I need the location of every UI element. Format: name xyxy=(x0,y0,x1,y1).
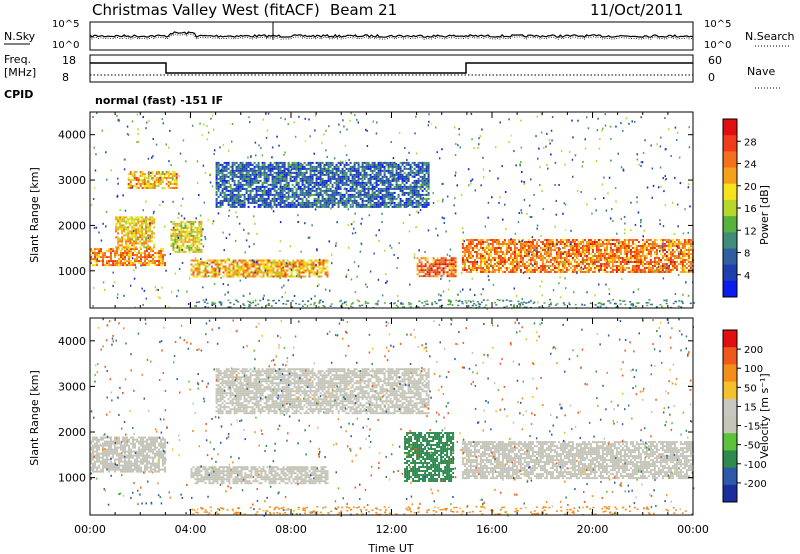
colorbar-swatch xyxy=(723,119,737,136)
ytick-label: 4000 xyxy=(58,129,86,142)
xtick-label: 00:00 xyxy=(677,523,709,536)
noise-search-label: N.Search xyxy=(745,30,795,43)
colorbar-tick-label: 16 xyxy=(744,204,757,215)
colorbar-tick-label: 15 xyxy=(744,402,757,413)
colorbar-swatch xyxy=(723,280,737,298)
colorbar-tick-label: 20 xyxy=(744,182,757,193)
velocity-data-layer xyxy=(90,318,695,517)
colorbar-swatch xyxy=(723,199,737,217)
frequency-panel: Freq. [MHz] 18 8 60 0 Nave CPID normal (… xyxy=(4,53,780,107)
xtick-label: 00:00 xyxy=(74,523,106,536)
power-feature-1 xyxy=(115,216,156,249)
colorbar-tick-label: 8 xyxy=(744,249,750,260)
colorbar-swatch xyxy=(723,416,737,434)
xtick-label: 16:00 xyxy=(476,523,508,536)
velocity-ylabel: Slant Range [km] xyxy=(28,370,41,466)
colorbar-swatch xyxy=(723,183,737,201)
ytick-label: 3000 xyxy=(58,174,86,187)
colorbar-swatch xyxy=(723,248,737,266)
colorbar-tick-label: -15 xyxy=(744,422,760,433)
power-feature-4 xyxy=(215,161,430,208)
velocity-feature-2 xyxy=(215,368,430,415)
cpid-text: normal (fast) -151 IF xyxy=(95,94,223,107)
power-feature-7 xyxy=(127,171,178,189)
beam-label: Beam 21 xyxy=(330,1,397,19)
colorbar-swatch xyxy=(723,364,737,383)
ytick-label: 4000 xyxy=(58,335,86,348)
velocity-colorbar: 200 100 50 15 -15 -50 -100 -200 xyxy=(722,329,767,503)
power-colorbar-label: Power [dB] xyxy=(758,185,771,245)
ytick-label: 2000 xyxy=(58,219,86,232)
noise-sky-line xyxy=(89,31,694,39)
velocity-speckle xyxy=(90,318,695,517)
power-feature-0 xyxy=(90,248,166,267)
colorbar-swatch xyxy=(723,433,737,451)
xtick-label: 08:00 xyxy=(275,523,307,536)
power-feature-2 xyxy=(170,220,203,253)
xtick-label: 20:00 xyxy=(577,523,609,536)
noise-panel: N.Sky 10^5 10^0 10^5 10^0 N.Search xyxy=(4,19,795,51)
nave-label: Nave xyxy=(747,65,775,78)
power-feature-3 xyxy=(190,259,329,278)
power-panel: 1000 2000 3000 4000 Slant Range [km] xyxy=(28,111,695,310)
colorbar-swatch xyxy=(723,135,737,152)
colorbar-swatch xyxy=(723,398,737,417)
freq-label-line1: Freq. xyxy=(4,53,31,66)
power-feature-5 xyxy=(416,257,457,278)
frequency-line xyxy=(90,62,693,74)
nave-tick-top: 60 xyxy=(708,54,722,67)
nave-tick-bottom: 0 xyxy=(708,71,715,84)
noise-search-line xyxy=(89,33,694,40)
power-colorbar: 28 24 20 16 12 8 4 xyxy=(722,118,757,298)
colorbar-tick-label: 4 xyxy=(744,271,750,282)
colorbar-swatch xyxy=(723,216,737,233)
freq-tick-top: 18 xyxy=(62,54,76,67)
date-label: 11/Oct/2011 xyxy=(590,1,683,19)
ytick-label: 1000 xyxy=(58,265,86,278)
colorbar-tick-label: 200 xyxy=(744,345,763,356)
colorbar-swatch xyxy=(723,264,737,282)
colorbar-swatch xyxy=(723,167,737,185)
power-speckle xyxy=(90,112,694,310)
noise-left-tick-bottom: 10^0 xyxy=(52,40,79,51)
power-data-layer xyxy=(90,112,695,310)
colorbar-swatch xyxy=(723,450,737,469)
cpid-label: CPID xyxy=(4,88,33,101)
freq-label-line2: [MHz] xyxy=(4,66,36,79)
colorbar-tick-label: 12 xyxy=(744,226,757,237)
colorbar-swatch xyxy=(723,467,737,486)
colorbar-tick-label: 100 xyxy=(744,364,763,375)
colorbar-tick-label: -200 xyxy=(744,479,767,490)
noise-right-tick-top: 10^5 xyxy=(704,19,731,30)
colorbar-swatch xyxy=(723,347,737,365)
velocity-panel: 1000 2000 3000 4000 00:00 04:00 08:00 12:00 16:… xyxy=(28,317,709,554)
ytick-label: 1000 xyxy=(58,472,86,485)
colorbar-tick-label: -100 xyxy=(744,460,767,471)
velocity-feature-0 xyxy=(90,436,166,473)
time-xlabel: Time UT xyxy=(367,542,413,554)
power-ylabel: Slant Range [km] xyxy=(28,167,41,263)
radar-title: Christmas Valley West (fitACF) xyxy=(92,1,320,19)
freq-tick-bottom: 8 xyxy=(62,71,69,84)
colorbar-tick-label: 50 xyxy=(744,383,757,394)
colorbar-swatch xyxy=(723,151,737,169)
colorbar-tick-label: 24 xyxy=(744,160,757,171)
noise-right-tick-bottom: 10^0 xyxy=(704,40,731,51)
velocity-feature-1 xyxy=(190,466,329,485)
colorbar-tick-label: -50 xyxy=(744,441,760,452)
colorbar-swatch xyxy=(723,232,737,249)
colorbar-swatch xyxy=(723,330,737,348)
ytick-label: 2000 xyxy=(58,426,86,439)
ytick-label: 3000 xyxy=(58,380,86,393)
xtick-label: 12:00 xyxy=(376,523,408,536)
noise-sky-label: N.Sky xyxy=(4,30,36,43)
colorbar-swatch xyxy=(723,381,737,400)
colorbar-tick-label: 28 xyxy=(744,137,757,148)
noise-left-tick-top: 10^5 xyxy=(52,19,79,30)
xtick-label: 04:00 xyxy=(175,523,207,536)
velocity-colorbar-label: Velocity [m s⁻¹] xyxy=(758,373,771,458)
colorbar-swatch xyxy=(723,484,737,503)
velocity-feature-4 xyxy=(461,441,694,480)
